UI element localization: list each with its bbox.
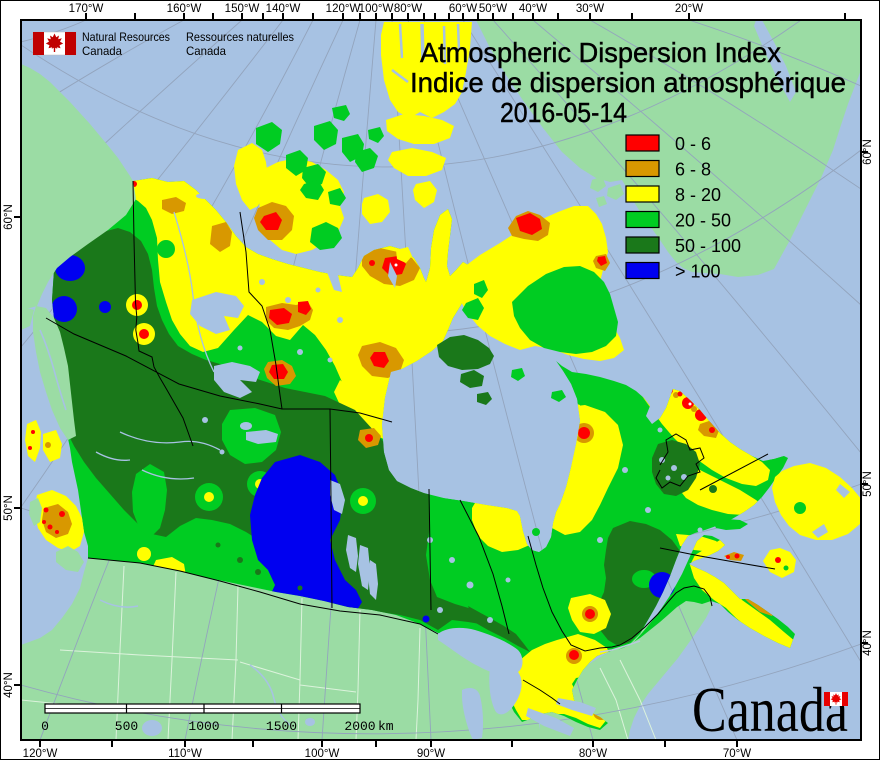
svg-text:120°W: 120°W [326, 3, 361, 15]
svg-text:20 - 50: 20 - 50 [675, 211, 731, 231]
svg-text:90°W: 90°W [417, 748, 445, 760]
svg-text:50°N: 50°N [3, 495, 15, 521]
svg-text:Canada: Canada [692, 674, 848, 745]
svg-text:50 - 100: 50 - 100 [675, 236, 741, 256]
svg-text:0: 0 [41, 719, 49, 734]
svg-text:8 - 20: 8 - 20 [675, 185, 721, 205]
svg-text:170°W: 170°W [69, 3, 104, 15]
svg-text:70°W: 70°W [723, 748, 751, 760]
svg-text:100°W: 100°W [305, 748, 340, 760]
svg-text:60°N: 60°N [862, 139, 874, 165]
svg-text:500: 500 [115, 719, 138, 734]
svg-text:80°W: 80°W [394, 3, 422, 15]
svg-text:0 - 6: 0 - 6 [675, 134, 711, 154]
svg-text:40°N: 40°N [862, 630, 874, 656]
svg-text:Natural Resources: Natural Resources [82, 30, 170, 44]
svg-text:100°W: 100°W [359, 3, 394, 15]
svg-text:km: km [378, 719, 394, 734]
svg-text:110°W: 110°W [168, 748, 202, 760]
svg-text:2000: 2000 [344, 719, 375, 734]
svg-text:150°W: 150°W [225, 3, 260, 15]
svg-text:> 100: > 100 [675, 262, 721, 282]
svg-text:6 - 8: 6 - 8 [675, 160, 711, 180]
svg-text:120°W: 120°W [23, 748, 58, 760]
svg-text:1500: 1500 [266, 719, 297, 734]
svg-text:60°N: 60°N [3, 204, 15, 230]
svg-text:Indice de dispersion atmosphér: Indice de dispersion atmosphérique [410, 67, 846, 98]
svg-text:1000: 1000 [188, 719, 219, 734]
svg-text:50°W: 50°W [479, 3, 507, 15]
svg-text:Canada: Canada [186, 44, 226, 58]
svg-text:40°N: 40°N [3, 672, 15, 698]
svg-text:160°W: 160°W [167, 3, 202, 15]
svg-text:Atmospheric Dispersion Index: Atmospheric Dispersion Index [420, 37, 781, 68]
svg-text:60°W: 60°W [449, 3, 477, 15]
svg-text:2016-05-14: 2016-05-14 [500, 97, 627, 128]
svg-text:20°W: 20°W [675, 3, 703, 15]
svg-text:50°N: 50°N [862, 471, 874, 497]
svg-text:Ressources naturelles: Ressources naturelles [186, 30, 294, 44]
svg-text:30°W: 30°W [576, 3, 604, 15]
svg-text:80°W: 80°W [579, 748, 607, 760]
svg-text:40°W: 40°W [519, 3, 547, 15]
svg-text:140°W: 140°W [266, 3, 301, 15]
svg-text:Canada: Canada [82, 44, 122, 58]
